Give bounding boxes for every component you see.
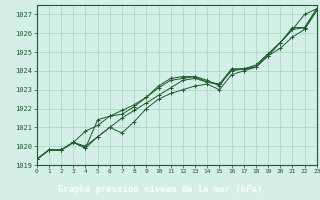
Text: Graphe pression niveau de la mer (hPa): Graphe pression niveau de la mer (hPa) — [58, 185, 262, 194]
